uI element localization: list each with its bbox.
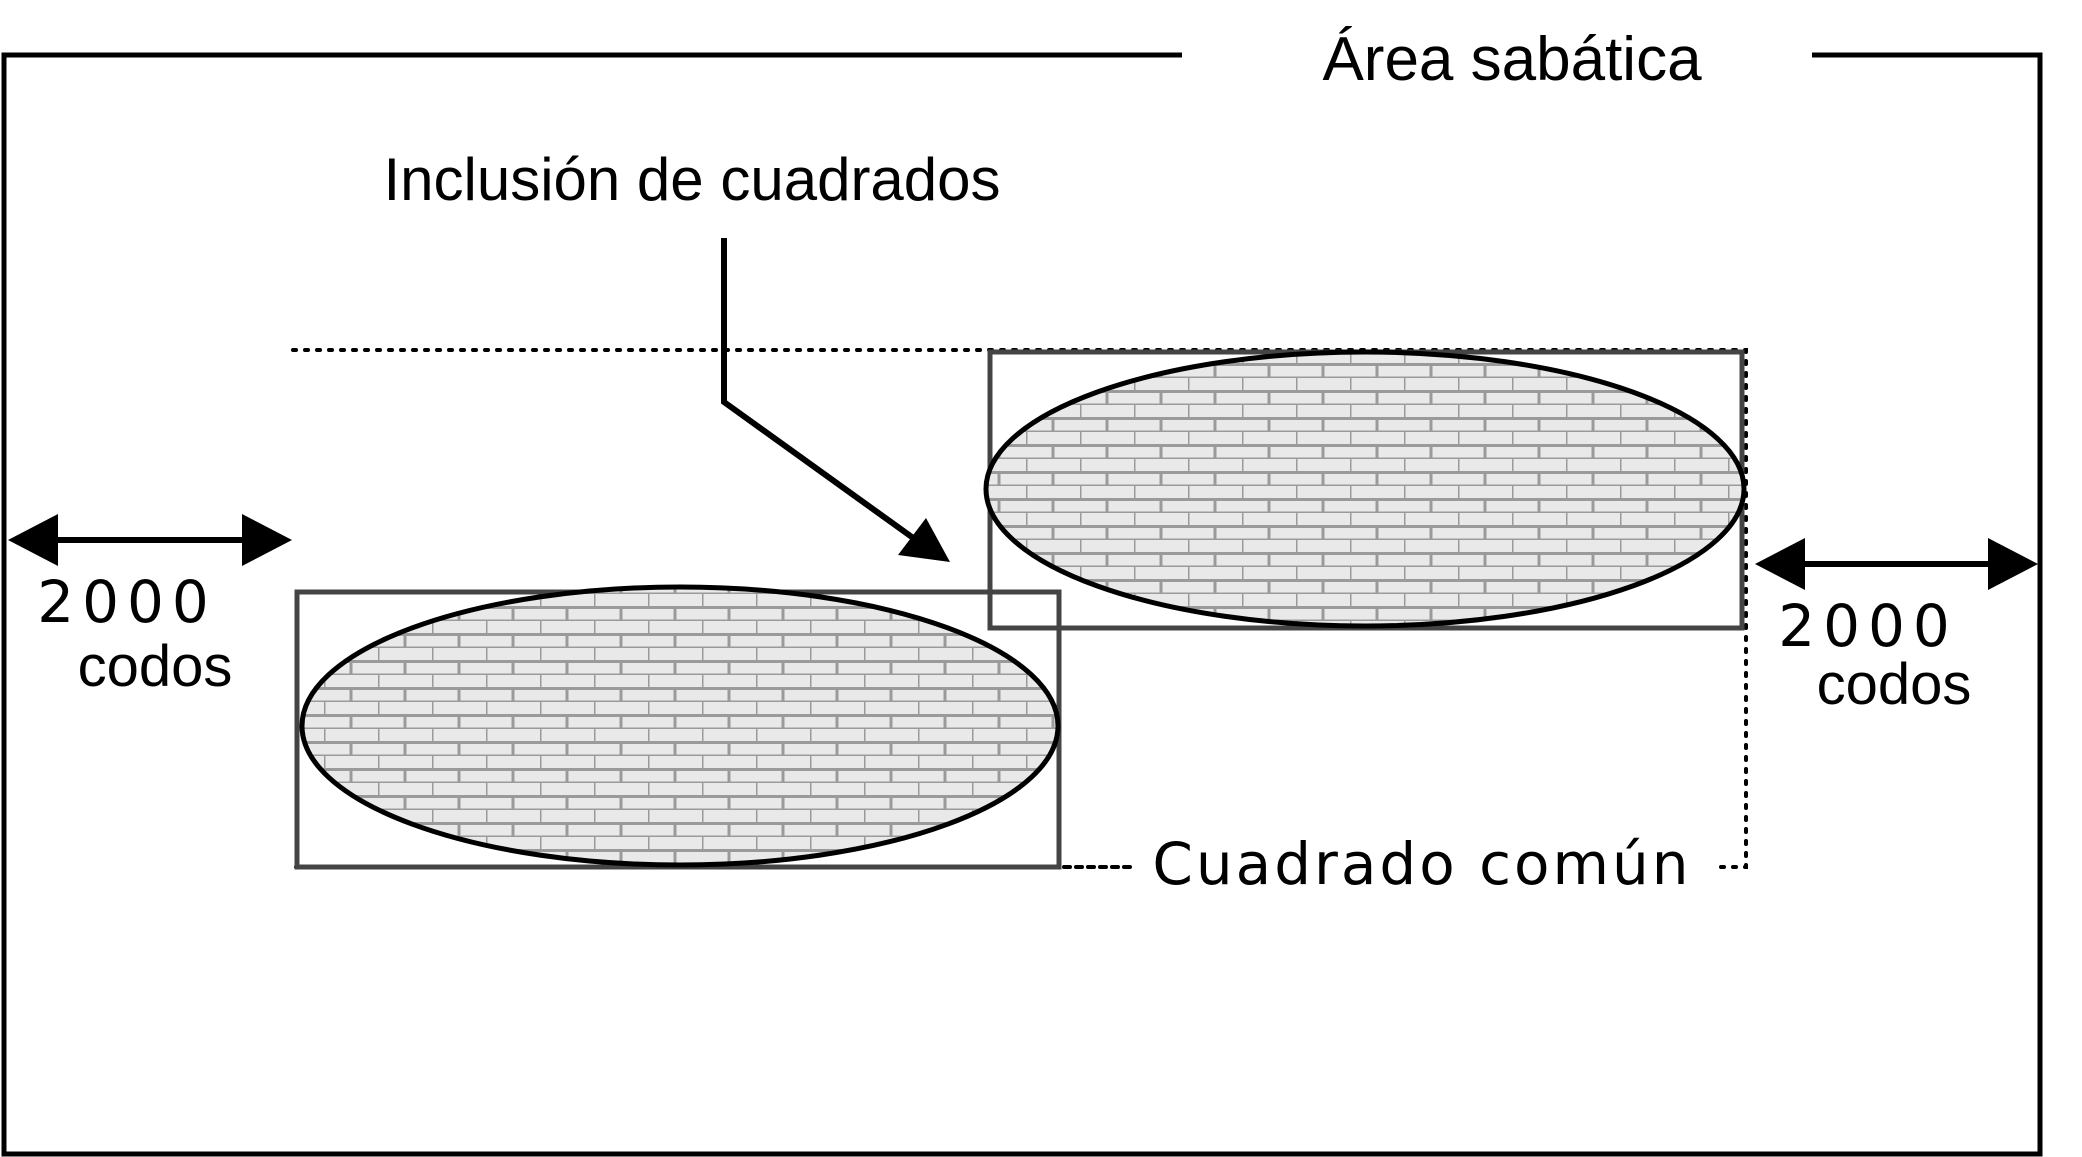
inclusion-pointer-arrow: [721, 238, 950, 562]
left-distance-number: 2000: [37, 568, 217, 636]
sabbath-area-frame: [1, 52, 2043, 1157]
right-distance-number: 2000: [1778, 592, 1958, 660]
common-square-label: Cuadrado común: [1152, 830, 1691, 898]
right-city-walls: [983, 349, 1747, 629]
left-distance-unit: codos: [78, 634, 233, 699]
sabbath-area-title: Área sabática: [1322, 25, 1702, 94]
left-distance-arrow: [8, 514, 292, 566]
inclusion-label: Inclusión de cuadrados: [383, 146, 1000, 213]
right-distance-unit: codos: [1817, 652, 1972, 717]
right-distance-arrow: [1755, 538, 2038, 590]
left-city-walls: [299, 584, 1061, 868]
